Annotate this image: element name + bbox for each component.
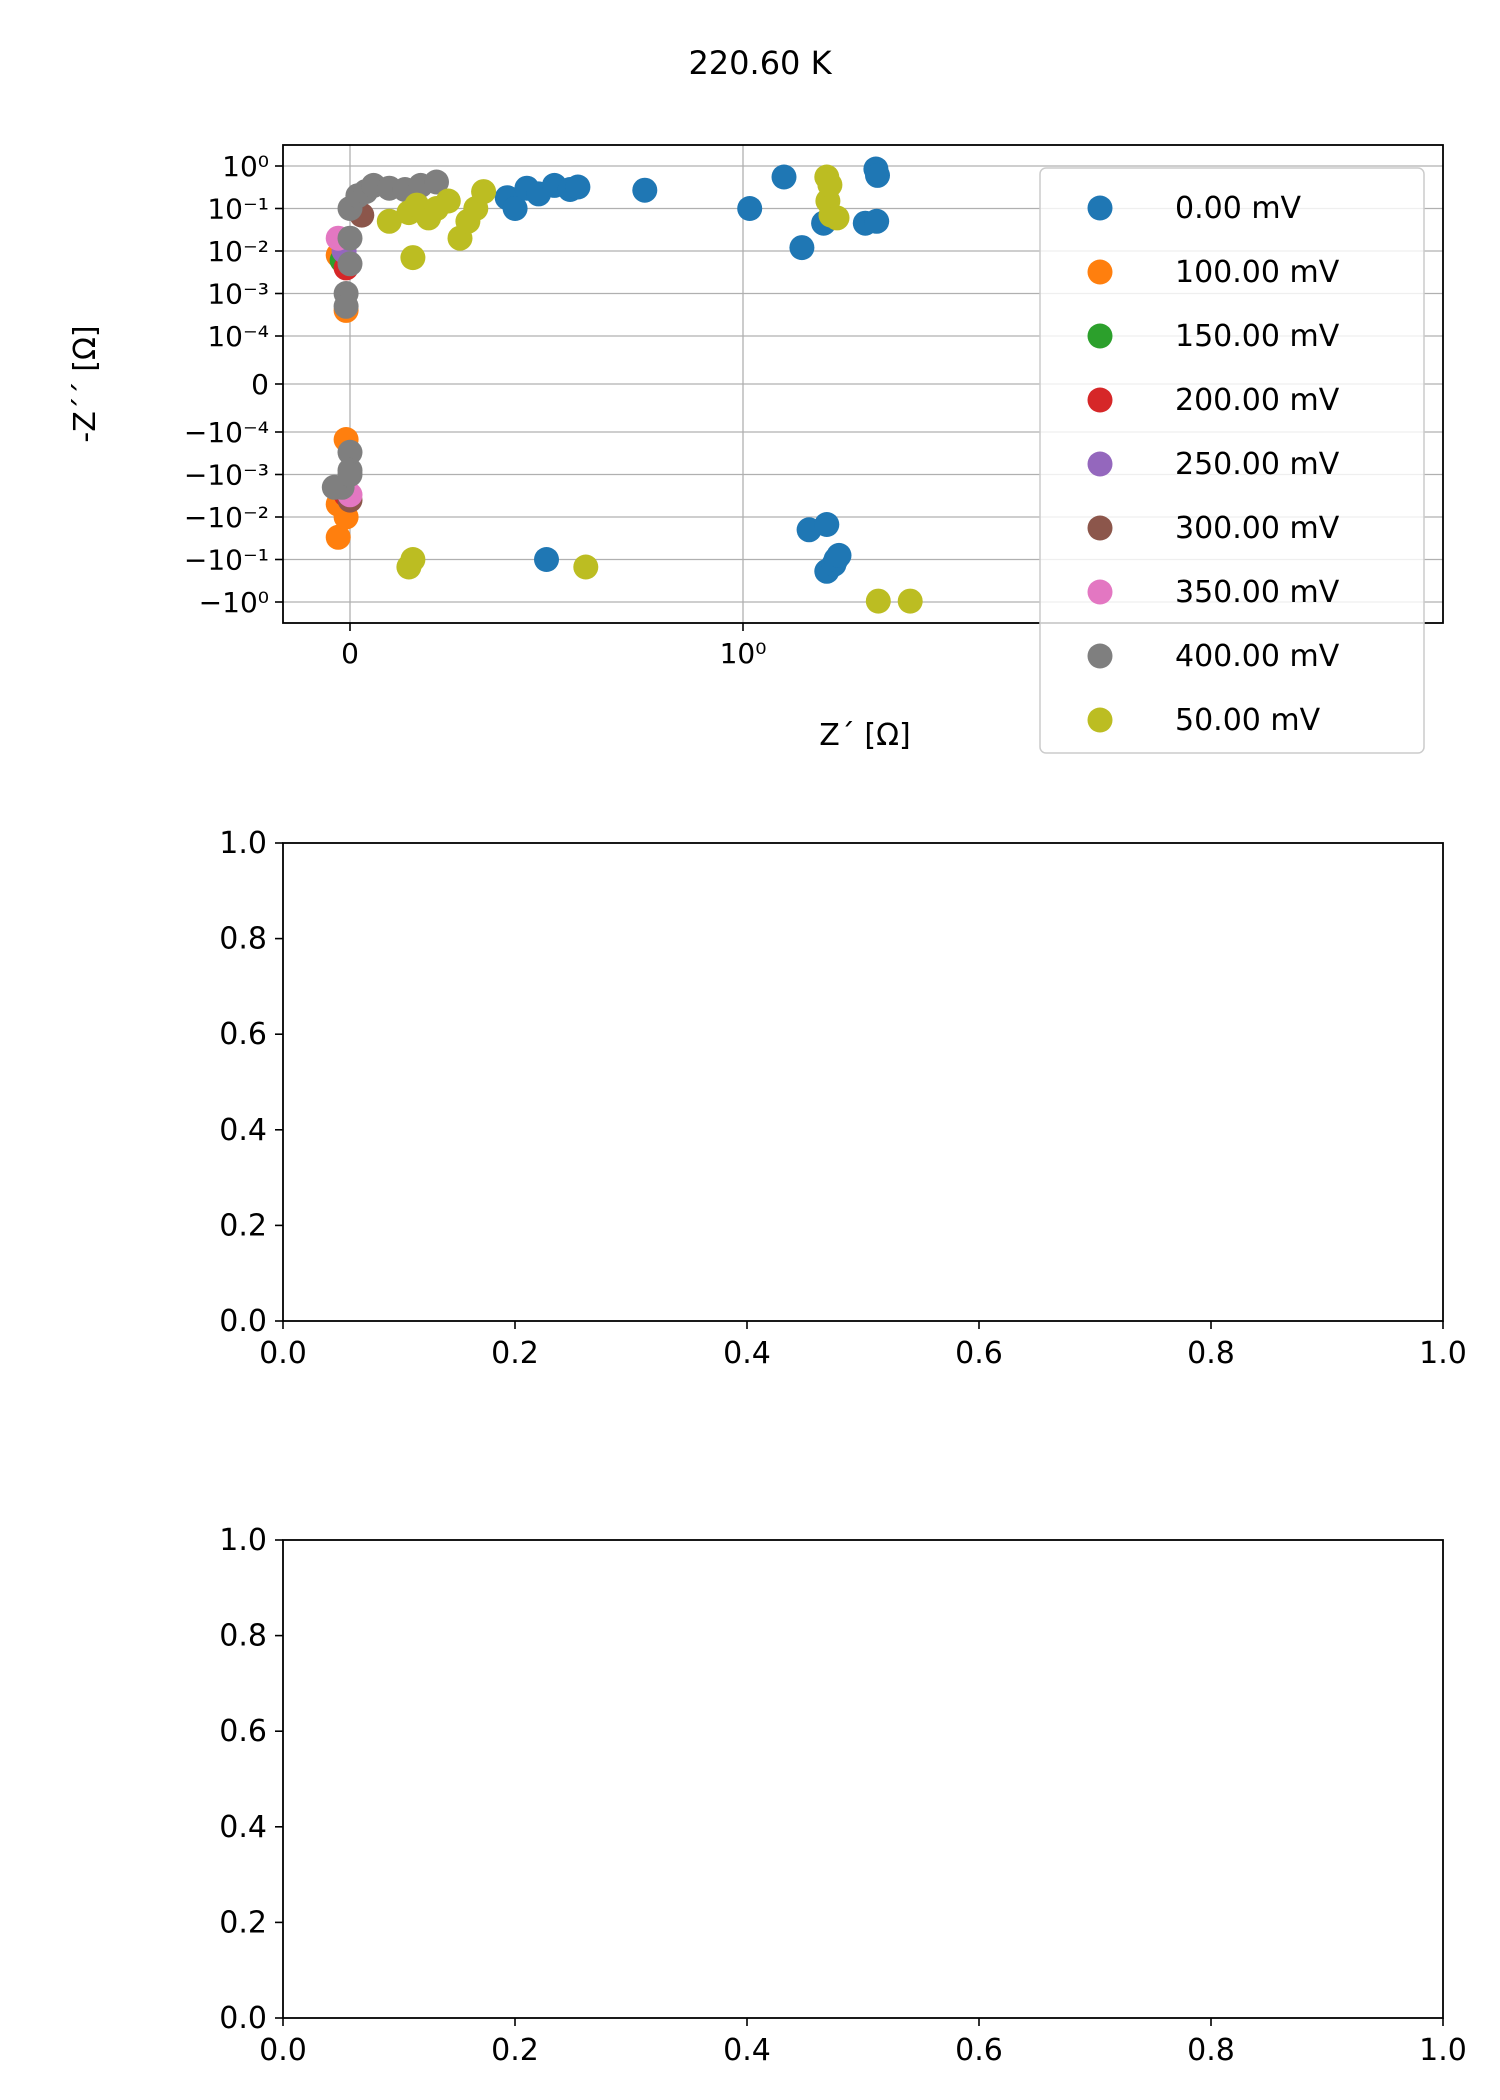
x-tick-label: 0.6	[955, 2033, 1003, 2068]
x-tick-label: 10⁰	[720, 637, 767, 670]
legend-marker	[1087, 387, 1113, 413]
data-point-series-7	[333, 293, 359, 319]
y-tick-label: −10⁰	[199, 586, 269, 619]
data-point-series-0	[632, 177, 658, 203]
y-tick-label: 0.6	[219, 1714, 267, 1749]
data-point-series-0	[865, 162, 890, 188]
legend-marker	[1087, 323, 1113, 349]
y-tick-label: −10⁻⁴	[184, 416, 269, 449]
legend-marker	[1087, 707, 1113, 733]
y-tick-label: 1.0	[219, 1523, 267, 1558]
x-tick-label: 0.2	[491, 1336, 539, 1371]
x-tick-label: 0.4	[723, 2033, 771, 2068]
y-tick-label: 0.8	[219, 1619, 267, 1654]
data-point-series-0	[502, 196, 528, 221]
empty-panel-middle: 0.0 0.2 0.4 0.6 0.8 1.0 0.0 0.2 0.4 0.6 0.8 1.0	[219, 826, 1467, 1371]
legend-marker	[1087, 643, 1113, 669]
y-tick-label: 0.8	[219, 922, 267, 957]
data-point-series-0	[565, 174, 591, 200]
data-point-series-8	[824, 205, 850, 231]
legend-label: 100.00 mV	[1175, 255, 1340, 290]
x-tick-label: 0.8	[1187, 2033, 1235, 2068]
legend-label: 350.00 mV	[1175, 575, 1340, 610]
empty-panel-bottom: 0.0 0.2 0.4 0.6 0.8 1.0 0.0 0.2 0.4 0.6 0.8 1.0	[219, 1523, 1467, 2068]
y-tick-label: −10⁻¹	[184, 544, 269, 577]
plot-frame	[282, 1539, 1444, 2019]
data-point-series-8	[817, 172, 843, 198]
x-axis-label: Z´ [Ω]	[819, 718, 910, 753]
y-tick-label: 0	[251, 368, 269, 401]
y-tick-label: 10⁰	[222, 150, 269, 183]
data-point-series-8	[400, 245, 426, 271]
data-point-series-8	[400, 547, 426, 572]
y-tick-label: 0.2	[219, 1905, 267, 1940]
x-tick-label: 1.0	[1419, 1336, 1467, 1371]
data-point-series-8	[376, 208, 402, 234]
data-point-series-7	[424, 169, 449, 195]
y-tick-label: 10⁻¹	[207, 193, 269, 226]
x-tick-label: 0.6	[955, 1336, 1003, 1371]
data-point-series-7	[337, 251, 363, 277]
legend-label: 250.00 mV	[1175, 447, 1340, 482]
legend-label: 200.00 mV	[1175, 383, 1340, 418]
impedance-panel: 0 10⁰ 10⁰ 10⁻¹ 10⁻² 10⁻³ 10⁻⁴ 0 −10⁻⁴ −10⁻³ −10⁻² −…	[68, 144, 1444, 754]
y-tick-label: 0.2	[219, 1208, 267, 1243]
y-tick-label: 10⁻⁴	[207, 320, 269, 353]
y-tick-label: 0.4	[219, 1810, 267, 1845]
y-tick-label: −10⁻³	[184, 459, 269, 492]
data-point-series-8	[573, 554, 599, 580]
legend-label: 0.00 mV	[1175, 191, 1302, 226]
y-tick-label: 0.0	[219, 1304, 267, 1339]
data-point-series-0	[814, 512, 840, 537]
legend: 0.00 mV 100.00 mV 150.00 mV 200.00 mV 250.00…	[1039, 167, 1425, 754]
y-tick-label: 10⁻²	[207, 235, 269, 268]
data-point-series-0	[771, 164, 797, 190]
y-tick-label: 10⁻³	[207, 278, 269, 311]
legend-marker	[1087, 579, 1113, 605]
x-tick-label: 0.2	[491, 2033, 539, 2068]
legend-marker	[1087, 259, 1113, 285]
legend-marker	[1087, 515, 1113, 541]
x-tick-label: 0.0	[259, 1336, 307, 1371]
y-tick-label: 0.6	[219, 1017, 267, 1052]
data-point-series-8	[471, 179, 497, 205]
legend-label: 400.00 mV	[1175, 639, 1340, 674]
legend-label: 50.00 mV	[1175, 703, 1321, 738]
data-point-series-7	[337, 439, 363, 465]
figure-title: 220.60 K	[688, 44, 832, 82]
y-tick-label: 0.0	[219, 2001, 267, 2036]
legend-marker	[1087, 451, 1113, 477]
x-tick-label: 0.8	[1187, 1336, 1235, 1371]
x-tick-label: 0.0	[259, 2033, 307, 2068]
points-layer	[321, 156, 923, 614]
x-tick-label: 1.0	[1419, 2033, 1467, 2068]
data-point-series-0	[826, 542, 852, 568]
data-point-series-0	[737, 196, 763, 221]
data-point-series-8	[865, 588, 891, 614]
legend-box	[1039, 167, 1425, 754]
y-tick-label: 0.4	[219, 1113, 267, 1148]
legend-label: 300.00 mV	[1175, 511, 1340, 546]
x-tick-label: 0	[341, 637, 359, 670]
data-point-series-0	[534, 547, 559, 572]
data-point-series-8	[435, 188, 461, 214]
y-tick-label: 1.0	[219, 826, 267, 861]
plot-frame	[282, 842, 1444, 1322]
data-point-series-0	[789, 235, 815, 261]
legend-label: 150.00 mV	[1175, 319, 1340, 354]
legend-marker	[1087, 195, 1113, 221]
data-point-series-1	[325, 524, 351, 550]
data-point-series-8	[897, 588, 923, 614]
x-tick-label: 0.4	[723, 1336, 771, 1371]
data-point-series-0	[864, 208, 890, 234]
data-point-series-7	[337, 462, 363, 487]
y-tick-label: −10⁻²	[184, 501, 269, 534]
y-axis-label: -Z´´ [Ω]	[68, 325, 103, 442]
data-point-series-7	[337, 225, 363, 251]
